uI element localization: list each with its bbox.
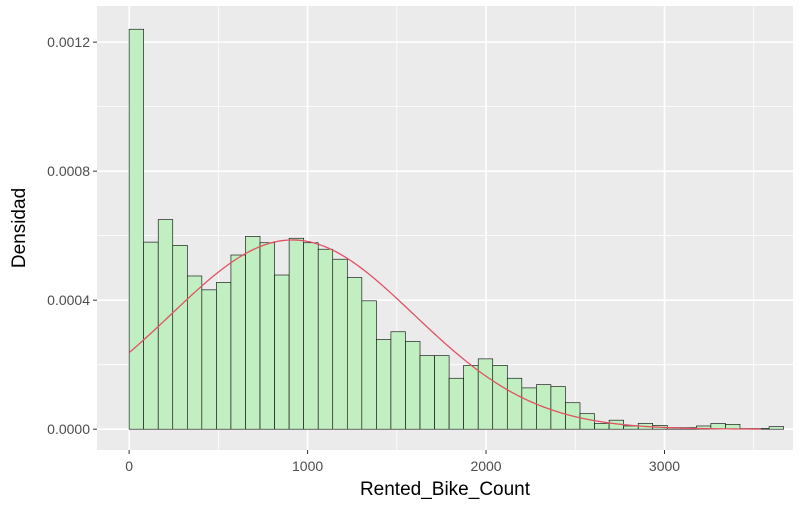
histogram-bar	[128, 28, 144, 430]
histogram-bar	[172, 245, 188, 430]
x-tick-label: 0	[125, 458, 133, 474]
histogram-bar	[521, 387, 537, 430]
histogram-bar	[390, 331, 406, 430]
x-tick-label: 3000	[649, 458, 680, 474]
histogram-bar	[274, 274, 290, 430]
normal-density-curve	[128, 239, 761, 430]
histogram-bar	[216, 282, 232, 430]
histogram-bar	[376, 339, 392, 430]
x-axis-title: Rented_Bike_Count	[360, 479, 531, 500]
histogram-bar	[230, 254, 246, 430]
minor-gridlines	[97, 6, 793, 450]
y-axis-tick-labels: 0.0000 0.0004 0.0008 0.0012	[47, 34, 90, 437]
x-axis-tick-labels: 0 1000 2000 3000	[125, 458, 680, 474]
histogram-bar	[419, 355, 435, 430]
histogram-bar	[477, 358, 494, 430]
histogram-bar	[317, 248, 334, 430]
histogram-bar	[288, 237, 304, 430]
y-tick-label: 0.0000	[47, 421, 90, 437]
histogram-bar	[579, 413, 595, 430]
histogram-bar	[434, 355, 450, 430]
histogram-bar	[245, 236, 261, 430]
histogram-bar	[259, 242, 275, 430]
histogram-bar	[550, 386, 566, 430]
x-tick-label: 1000	[292, 458, 323, 474]
y-tick-label: 0.0004	[47, 292, 90, 308]
histogram-bar	[768, 426, 784, 430]
histogram-bar	[405, 341, 421, 430]
histogram-bar	[463, 365, 479, 430]
histogram-bar	[187, 275, 203, 430]
histogram-bar	[361, 300, 377, 430]
axis-tick-marks	[93, 41, 666, 454]
histogram-bar	[623, 425, 639, 430]
y-axis-title: Densidad	[9, 188, 30, 268]
histogram-bar	[201, 289, 217, 430]
histogram-bar	[143, 241, 159, 430]
histogram-bar	[506, 377, 523, 430]
histogram-bar	[303, 242, 319, 430]
histogram-bar	[492, 365, 508, 430]
histogram-bar	[448, 377, 464, 430]
histogram-bar	[594, 423, 610, 430]
y-tick-label: 0.0012	[47, 34, 90, 50]
y-tick-label: 0.0008	[47, 163, 90, 179]
histogram-bar	[346, 277, 363, 430]
histogram-bar	[332, 258, 348, 430]
x-tick-label: 2000	[470, 458, 501, 474]
